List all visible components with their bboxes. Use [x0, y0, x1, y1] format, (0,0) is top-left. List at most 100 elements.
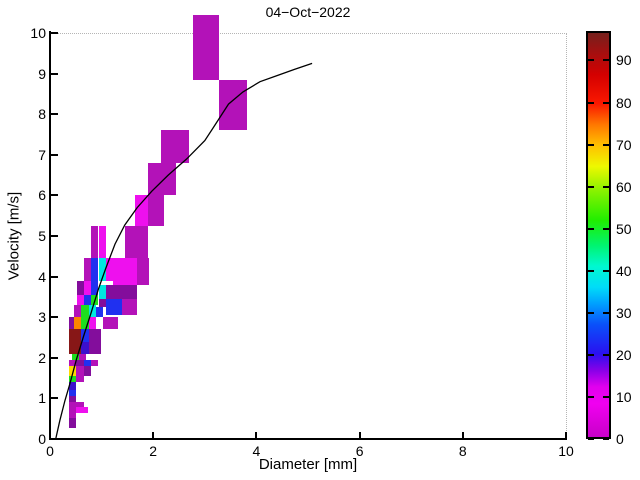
colorbar-tick	[588, 311, 594, 314]
plot-top-border	[50, 33, 567, 34]
heatmap-cell	[163, 162, 177, 196]
y-axis-line	[49, 31, 51, 440]
x-tick-label: 4	[252, 443, 261, 459]
x-tick-label: 10	[558, 443, 574, 459]
colorbar-tick	[588, 143, 594, 146]
y-tick	[51, 397, 58, 400]
colorbar-tick	[603, 143, 609, 146]
x-tick-label: 2	[149, 443, 158, 459]
colorbar-tick-label: 10	[616, 388, 632, 405]
heatmap-cell	[88, 329, 101, 342]
heatmap-cell	[135, 195, 149, 226]
colorbar-tick	[603, 101, 609, 104]
heatmap-cell	[105, 284, 115, 299]
heatmap-cell	[160, 130, 190, 163]
heatmap-cell	[81, 305, 89, 318]
y-tick-label: 1	[38, 390, 46, 407]
colorbar-tick-label: 80	[616, 94, 632, 111]
heatmap-cell	[105, 258, 113, 281]
x-tick-label: 6	[355, 443, 364, 459]
colorbar-tick	[588, 59, 594, 62]
heatmap-cell	[75, 407, 88, 413]
y-tick-label: 6	[38, 187, 46, 204]
colorbar-tick	[603, 227, 609, 230]
y-tick-label: 2	[38, 349, 46, 366]
heatmap-cell	[76, 280, 85, 295]
heatmap-cell	[112, 258, 137, 285]
heatmap-cell	[69, 382, 77, 391]
y-tick-label: 3	[38, 309, 46, 326]
colorbar-tick	[588, 438, 594, 440]
y-tick	[51, 438, 58, 440]
heatmap-cell	[148, 195, 164, 226]
y-tick-label: 9	[38, 65, 46, 82]
heatmap-cell	[83, 365, 91, 377]
y-tick	[51, 72, 58, 75]
heatmap-cell	[84, 294, 92, 305]
heatmap-cell	[81, 317, 89, 330]
colorbar-tick-label: 0	[616, 431, 624, 447]
colorbar-tick	[588, 185, 594, 188]
heatmap-cell	[68, 422, 76, 428]
heatmap-cell	[91, 280, 99, 295]
y-tick	[51, 153, 58, 156]
y-tick	[51, 275, 58, 278]
colorbar-tick-label: 50	[616, 220, 632, 237]
colorbar-tick	[603, 438, 609, 440]
y-tick	[51, 194, 58, 197]
colorbar-tick	[603, 185, 609, 188]
colorbar-tick	[603, 59, 609, 62]
colorbar-tick	[603, 311, 609, 314]
y-tick	[51, 356, 58, 359]
x-tick-label: 8	[458, 443, 467, 459]
colorbar-tick-label: 60	[616, 178, 632, 195]
heatmap-cell	[84, 258, 92, 281]
colorbar-tick-label: 20	[616, 346, 632, 363]
y-tick-label: 5	[38, 228, 46, 244]
heatmap-cell	[81, 341, 89, 354]
heatmap-cell	[91, 294, 99, 305]
heatmap-cell	[124, 225, 136, 259]
y-tick	[51, 316, 58, 319]
colorbar-tick	[603, 395, 609, 398]
heatmap-cell	[76, 365, 84, 377]
heatmap-cell	[74, 317, 82, 330]
x-axis-label: Diameter [mm]	[258, 456, 358, 473]
heatmap-cell	[148, 162, 164, 196]
heatmap-cell	[69, 329, 82, 342]
colorbar-tick	[588, 395, 594, 398]
x-tick	[49, 432, 51, 439]
heatmap-cell	[98, 225, 106, 259]
heatmap-cell	[105, 298, 123, 316]
x-tick-label: 0	[46, 443, 54, 459]
colorbar-tick	[603, 353, 609, 356]
heatmap-cell	[98, 298, 106, 308]
heatmap-cell	[95, 307, 104, 318]
heatmap-cell	[103, 317, 118, 330]
heatmap-cell	[122, 298, 137, 316]
heatmap-cell	[76, 376, 84, 383]
colorbar-tick-label: 90	[616, 52, 632, 69]
colorbar	[586, 31, 611, 439]
heatmap-cell	[76, 294, 85, 305]
colorbar-tick	[588, 101, 594, 104]
heatmap-cell	[136, 258, 150, 285]
heatmap-cell	[69, 365, 77, 377]
y-tick	[51, 32, 58, 34]
y-tick-label: 0	[38, 431, 46, 447]
y-tick	[51, 235, 58, 237]
heatmap-cell	[81, 329, 89, 342]
colorbar-tick	[588, 353, 594, 356]
y-tick-label: 8	[38, 106, 46, 123]
colorbar-tick	[588, 227, 594, 230]
x-tick	[358, 432, 361, 439]
x-tick	[461, 432, 464, 439]
heatmap-cell	[90, 359, 99, 366]
heatmap-cell	[98, 258, 106, 281]
heatmap-cell	[193, 14, 220, 80]
heatmap-cell	[88, 305, 96, 318]
heatmap-cell	[135, 225, 149, 259]
colorbar-tick-label: 40	[616, 262, 632, 279]
x-tick	[565, 432, 567, 439]
